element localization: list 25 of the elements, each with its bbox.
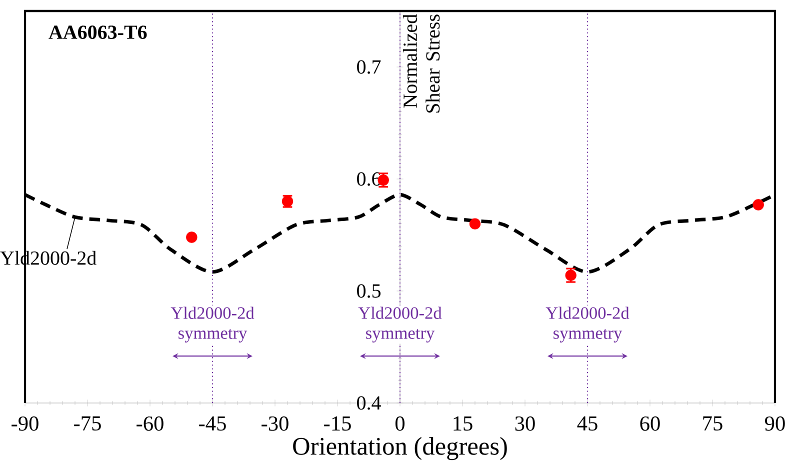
y-axis-title: Normalized Shear Stress (402, 14, 440, 113)
x-tick-label: 30 (515, 416, 535, 431)
text: AA6063-T6 (48, 26, 147, 39)
x-tick-label: -45 (199, 416, 226, 431)
point (752, 199, 764, 210)
x-tick-label: 60 (640, 416, 660, 431)
x-tick-label: -60 (136, 416, 164, 431)
x-tick-label: 45 (577, 416, 598, 431)
y-tick-label: 0.4 (357, 396, 381, 410)
x-tick-label: 0 (395, 416, 405, 431)
x-axis-title: Orientation (degrees) (293, 437, 507, 460)
point (469, 218, 481, 230)
ref-line-label: Yld2000-2d symmetry (358, 306, 442, 342)
y-tick-label: 0.7 (357, 60, 381, 74)
x-tick-label: 75 (703, 416, 722, 431)
x-tick-label: 90 (765, 416, 785, 431)
ref-line-label: Yld2000-2d symmetry (170, 306, 254, 342)
x-tick-label: 15 (454, 416, 472, 431)
x-tick-label: -30 (262, 416, 288, 431)
x-tick-label: -90 (12, 416, 38, 431)
point (186, 232, 198, 243)
y-tick-label: 0.5 (357, 284, 381, 298)
x-tick-label: -15 (324, 416, 351, 431)
x-tick-label: -75 (74, 416, 101, 431)
ref-line-label: Yld2000-2d symmetry (546, 306, 630, 342)
